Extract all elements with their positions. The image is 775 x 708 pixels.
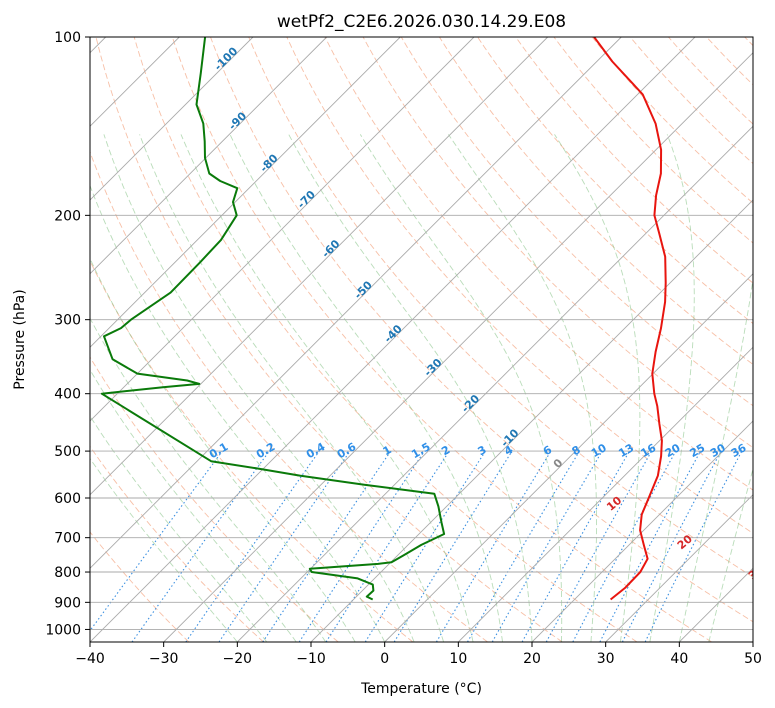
dewpoint-line	[100, 37, 446, 601]
dry-adiabat-line	[324, 37, 753, 491]
dry-adiabat-line	[439, 37, 753, 365]
dry-adiabat-line	[477, 37, 753, 325]
mixing-ratio-line	[131, 450, 270, 642]
sounding-series	[100, 37, 667, 601]
y-tick-label: 400	[54, 387, 81, 403]
isotherm-line	[90, 37, 696, 642]
isotherm-line	[531, 420, 753, 642]
mixing-ratio-line	[90, 450, 223, 632]
isotherm-line	[605, 494, 753, 642]
dry-adiabat-label: 30	[746, 562, 766, 582]
mixing-ratio-line	[644, 450, 743, 642]
dry-adiabat-line	[515, 37, 753, 284]
mixing-ratio-line	[218, 450, 351, 642]
y-tick-label: 300	[54, 313, 81, 329]
isotherms	[90, 37, 753, 642]
isotherm-line	[90, 37, 549, 496]
plot-frame	[89, 36, 754, 643]
mixing-ratio-line	[572, 450, 677, 642]
dry-adiabat-line	[90, 150, 488, 642]
chart-title: wetPf2_C2E6.2026.030.14.29.E08	[277, 12, 566, 32]
y-tick-label: 600	[54, 491, 81, 507]
x-tick-label: −30	[149, 651, 179, 667]
isotherm-line	[457, 346, 753, 642]
isotherm-line	[90, 37, 328, 275]
y-tick-label: 1000	[45, 622, 81, 638]
isotherm-line	[90, 37, 254, 201]
dry-adiabat-line	[210, 37, 753, 623]
dry-adiabat-line	[90, 259, 414, 642]
y-tick-label: 500	[54, 444, 81, 460]
mixing-ratio-line	[262, 450, 392, 642]
isotherm-line	[90, 37, 401, 348]
x-tick-label: 50	[744, 651, 762, 667]
x-tick-label: 10	[449, 651, 467, 667]
isotherm-line	[236, 125, 753, 642]
dry-adiabat-line	[591, 37, 753, 204]
x-tick-label: 0	[380, 651, 389, 667]
dry-adiabat-line	[400, 37, 753, 407]
isotherm-line	[90, 37, 622, 569]
y-tick-label: 700	[54, 531, 81, 547]
y-tick-label: 100	[54, 30, 81, 46]
isotherm-line	[310, 199, 753, 642]
mixing-ratio-line	[545, 450, 653, 642]
moist-adiabat-line	[139, 134, 445, 642]
dry-adiabat-line	[286, 37, 753, 534]
mixing-ratio-line	[393, 450, 513, 642]
x-tick-label: 30	[597, 651, 615, 667]
x-tick-label: −10	[296, 651, 326, 667]
isotherm-line	[90, 37, 475, 422]
dry-adiabat-line	[553, 37, 753, 244]
dry-adiabat-line	[248, 37, 753, 578]
mixing-ratio-line	[298, 450, 425, 642]
x-tick-label: −40	[75, 651, 105, 667]
dry-adiabat-line	[133, 37, 638, 642]
dry-adiabat-line	[90, 356, 339, 642]
isotherm-line	[163, 52, 753, 642]
x-tick-label: −20	[223, 651, 253, 667]
temperature-line	[593, 37, 667, 601]
x-axis: −40 −30 −20 −10 0 10 20 30 40 50	[75, 642, 762, 667]
mixing-ratio-line	[185, 450, 320, 642]
isotherm-line	[384, 273, 753, 642]
mixing-ratio-lines	[90, 450, 743, 642]
y-axis: 100 200 300 400 500 600 700 800 900 1000	[45, 30, 90, 638]
y-axis-title: Pressure (hPa)	[12, 289, 28, 389]
x-axis-title: Temperature (°C)	[360, 681, 482, 697]
mixing-ratio-line	[521, 450, 630, 642]
x-tick-label: 20	[523, 651, 541, 667]
dry-adiabat-line	[629, 37, 753, 165]
x-tick-label: 40	[670, 651, 688, 667]
dry-adiabats	[90, 37, 753, 642]
y-tick-label: 200	[54, 208, 81, 224]
dry-adiabat-line	[90, 531, 190, 642]
y-tick-label: 800	[54, 565, 81, 581]
y-tick-label: 900	[54, 595, 81, 611]
